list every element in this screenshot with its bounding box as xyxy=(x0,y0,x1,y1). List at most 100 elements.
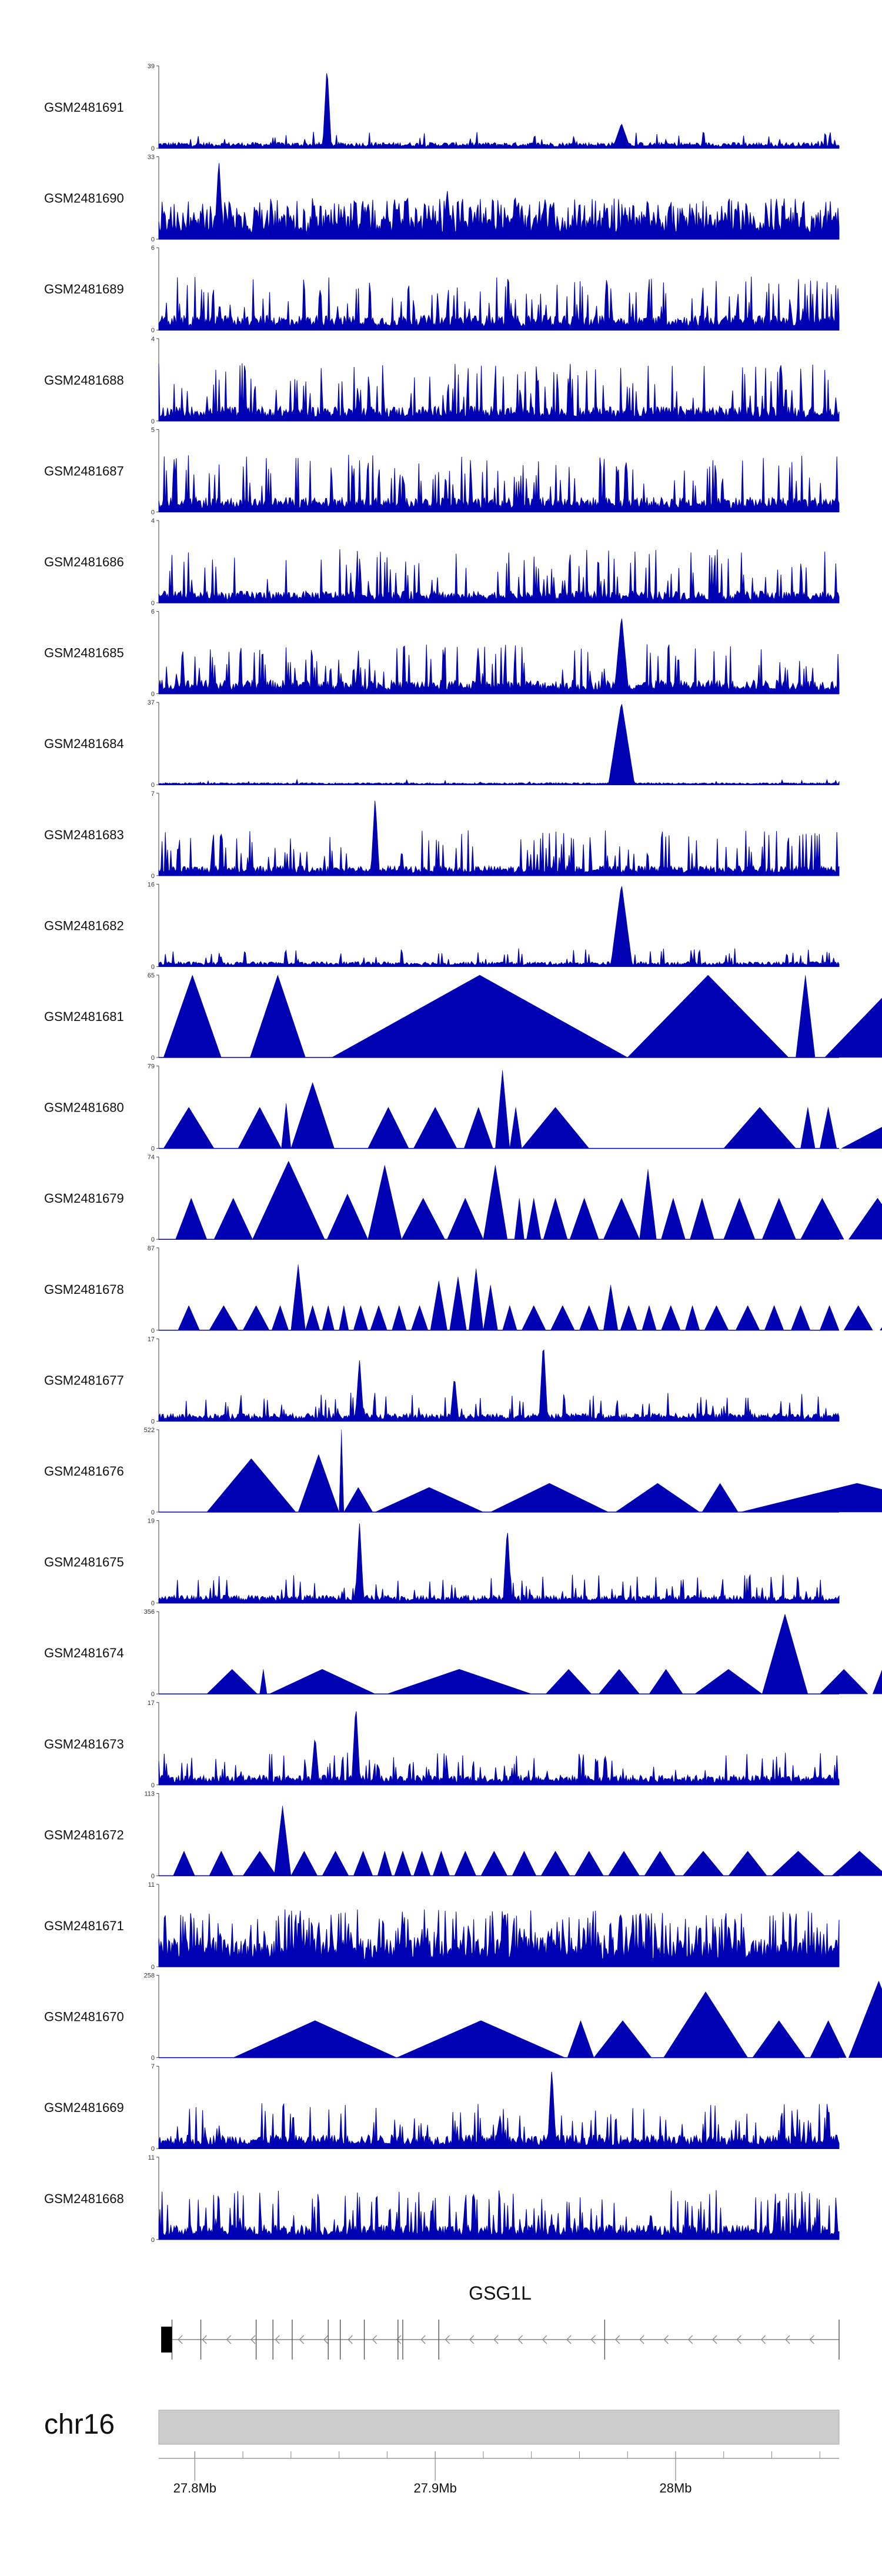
coverage-signal xyxy=(158,704,840,785)
coverage-peak xyxy=(259,1669,268,1694)
coverage-peak xyxy=(252,1160,325,1240)
coverage-peak xyxy=(454,1850,477,1876)
coverage-peak xyxy=(831,1851,882,1876)
coverage-peak xyxy=(490,1483,609,1513)
coverage-peak xyxy=(206,1669,258,1694)
track-GSM2481671: GSM2481671 11 0 xyxy=(44,1881,840,1971)
strand-chevron-icon xyxy=(542,2335,547,2344)
coverage-signal xyxy=(158,800,840,876)
coverage-peak xyxy=(242,1850,277,1876)
coverage-peak xyxy=(331,975,629,1058)
coverage-peak xyxy=(690,1197,714,1240)
coverage-peak xyxy=(824,997,882,1058)
coverage-signal xyxy=(158,73,840,149)
coverage-peak xyxy=(396,2020,566,2058)
coverage-peak xyxy=(432,1850,450,1876)
coverage-peak xyxy=(841,1127,882,1149)
coverage-peak xyxy=(550,1305,575,1331)
axis-tick-label: 27.8Mb xyxy=(173,2481,216,2495)
coverage-peak xyxy=(483,1165,508,1240)
coverage-peak xyxy=(269,1669,376,1694)
y-tick-min-label: 0 xyxy=(151,1055,155,1062)
coverage-peak xyxy=(701,1483,739,1513)
axis-tick-label: 27.9Mb xyxy=(413,2481,456,2495)
coverage-peak xyxy=(175,1197,208,1240)
strand-chevron-icon xyxy=(348,2335,353,2344)
y-tick-min-label: 0 xyxy=(151,2237,155,2244)
track-GSM2481689: GSM2481689 6 0 xyxy=(44,245,840,334)
coverage-signal xyxy=(158,163,840,240)
y-tick-min-label: 0 xyxy=(151,873,155,880)
coverage-peak xyxy=(661,1197,686,1240)
coverage-peak xyxy=(368,1165,402,1240)
track-label: GSM2481671 xyxy=(44,1918,124,1933)
strand-chevron-icon xyxy=(299,2335,305,2344)
track-GSM2481684: GSM2481684 37 0 xyxy=(44,699,840,789)
coverage-peak xyxy=(694,1669,763,1694)
track-GSM2481687: GSM2481687 5 0 xyxy=(44,426,840,516)
y-tick-min-label: 0 xyxy=(151,1509,155,1516)
coverage-peak xyxy=(512,1850,537,1876)
y-tick-max-label: 6 xyxy=(151,609,155,616)
coverage-peak xyxy=(603,1284,619,1331)
coverage-peak xyxy=(810,2020,847,2058)
coverage-peak xyxy=(213,1197,253,1240)
coverage-peak xyxy=(410,1305,429,1331)
coverage-peak xyxy=(704,1305,729,1331)
track-GSM2481669: GSM2481669 7 0 xyxy=(44,2063,840,2153)
track-GSM2481672: GSM2481672 113 0 xyxy=(44,1790,882,1880)
coverage-peak xyxy=(620,1305,637,1331)
track-GSM2481688: GSM2481688 4 0 xyxy=(44,336,840,425)
y-tick-min-label: 0 xyxy=(151,327,155,334)
y-tick-max-label: 17 xyxy=(148,1336,155,1343)
coverage-peak xyxy=(322,1850,349,1876)
track-label: GSM2481681 xyxy=(44,1009,124,1024)
strand-chevron-icon xyxy=(517,2335,523,2344)
y-tick-max-label: 39 xyxy=(148,63,155,70)
track-GSM2481668: GSM2481668 11 0 xyxy=(44,2154,840,2244)
coverage-peak xyxy=(377,1850,392,1876)
coverage-peak xyxy=(463,1106,493,1149)
strand-chevron-icon xyxy=(420,2335,426,2344)
strand-chevron-icon xyxy=(250,2335,256,2344)
strand-chevron-icon xyxy=(639,2335,644,2344)
track-label: GSM2481687 xyxy=(44,463,124,478)
y-tick-max-label: 6 xyxy=(151,245,155,252)
track-label: GSM2481679 xyxy=(44,1191,124,1206)
coverage-peak xyxy=(305,1304,320,1331)
y-tick-max-label: 87 xyxy=(148,1245,155,1252)
coverage-peak xyxy=(603,1197,640,1240)
track-GSM2481681: GSM2481681 65 0 xyxy=(44,972,882,1062)
coverage-peak xyxy=(723,1197,756,1240)
coverage-peak xyxy=(735,1305,760,1331)
track-GSM2481670: GSM2481670 258 0 xyxy=(44,1973,882,2062)
strand-chevron-icon xyxy=(202,2335,207,2344)
coverage-peak xyxy=(649,1669,683,1694)
coverage-peak xyxy=(608,1850,640,1876)
track-GSM2481676: GSM2481676 522 0 xyxy=(44,1427,882,1516)
coverage-peak xyxy=(339,1429,345,1513)
coverage-peak xyxy=(663,1991,749,2058)
coverage-peak xyxy=(661,1305,681,1331)
y-tick-min-label: 0 xyxy=(151,1600,155,1607)
coverage-peak xyxy=(819,1669,868,1694)
strand-chevron-icon xyxy=(275,2335,280,2344)
coverage-peak xyxy=(682,1851,724,1876)
y-tick-min-label: 0 xyxy=(151,2145,155,2153)
coverage-peak xyxy=(394,1850,412,1876)
track-label: GSM2481674 xyxy=(44,1646,124,1660)
y-tick-min-label: 0 xyxy=(151,691,155,698)
track-label: GSM2481673 xyxy=(44,1737,124,1751)
coverage-peak xyxy=(273,1806,292,1876)
coverage-peak xyxy=(545,1669,592,1694)
y-tick-min-label: 0 xyxy=(151,1691,155,1698)
coverage-peak xyxy=(178,1305,200,1331)
coverage-peak xyxy=(353,1850,373,1876)
coverage-peak xyxy=(540,1850,570,1876)
coverage-peak xyxy=(163,1107,215,1149)
coverage-peak xyxy=(509,1107,522,1149)
coverage-peak xyxy=(848,1980,882,2058)
strand-chevron-icon xyxy=(372,2335,377,2344)
track-label: GSM2481675 xyxy=(44,1555,124,1570)
coverage-peak xyxy=(593,2020,652,2058)
